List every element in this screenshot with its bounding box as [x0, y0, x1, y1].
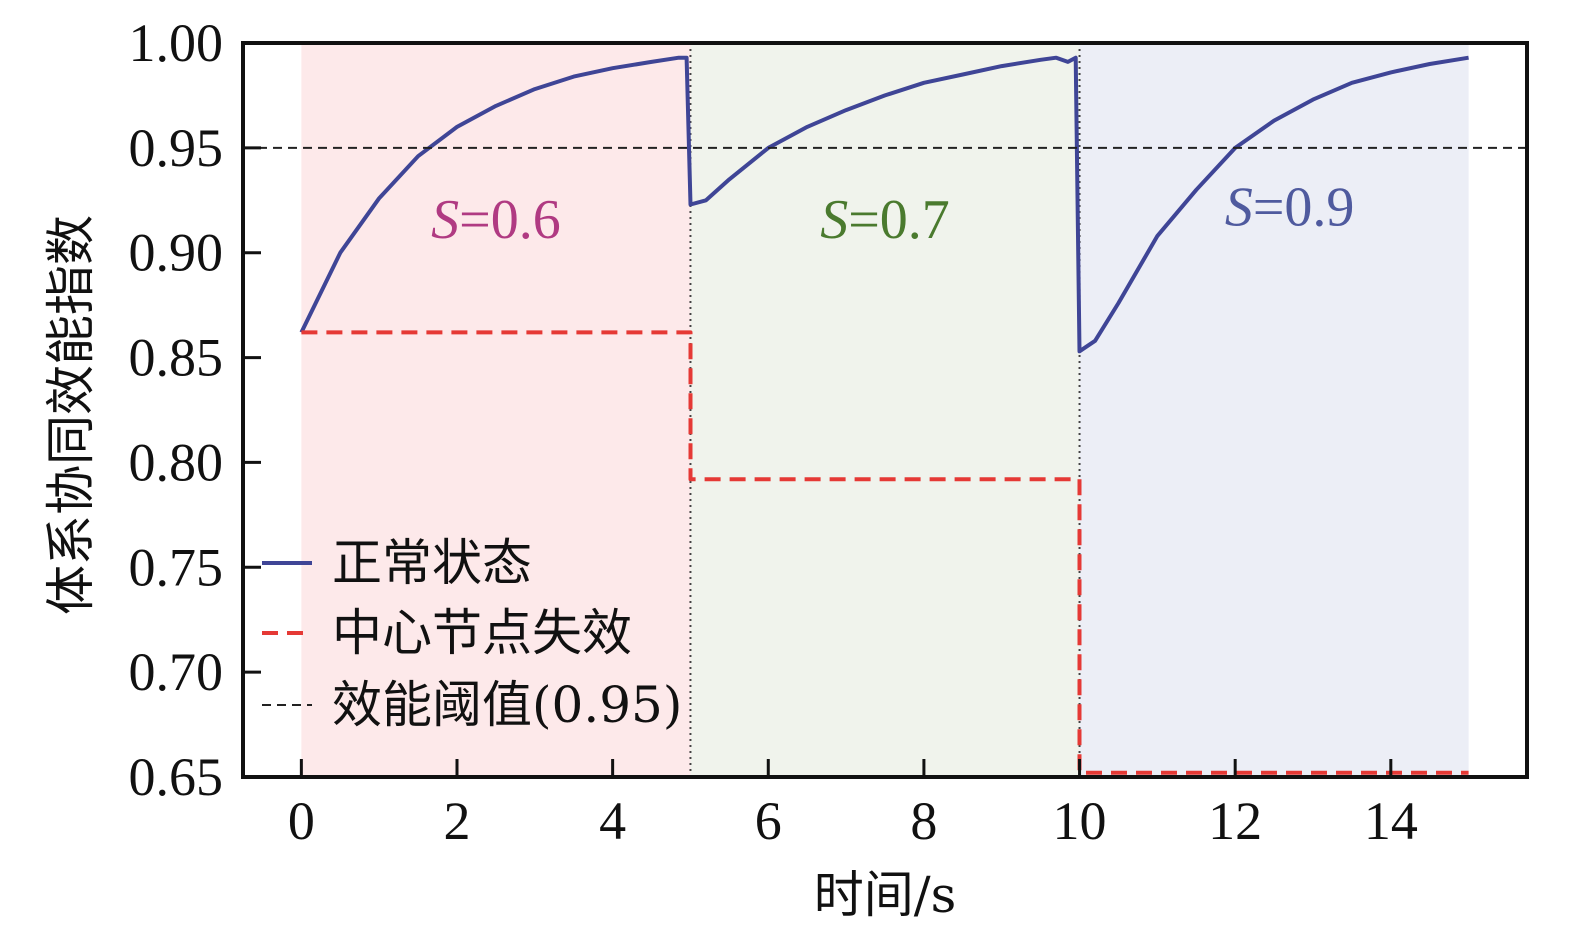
- x-axis-title: 时间/s: [814, 866, 957, 924]
- plot-frame: [241, 41, 1529, 779]
- x-tick-label-3: 6: [755, 791, 782, 851]
- series-line-1: [301, 330, 1469, 775]
- y-tick-label-2: 0.75: [129, 537, 224, 597]
- region-label-2: S=0.9: [1225, 176, 1355, 238]
- x-tick-label-0: 0: [288, 791, 315, 851]
- legend-label-threshold: 效能阈值(0.95): [332, 676, 682, 734]
- x-tick-label-5: 10: [1053, 791, 1107, 851]
- y-tick-label-5: 0.90: [129, 223, 224, 283]
- y-tick-label-1: 0.70: [129, 642, 224, 702]
- region-label-value: =0.9: [1253, 176, 1355, 238]
- series-layer: S=0.6 S=0.7 S=0.9: [243, 43, 1527, 777]
- x-tick-label-7: 14: [1364, 791, 1418, 851]
- region-label-symbol: S: [820, 189, 848, 251]
- region-label-symbol: S: [431, 189, 459, 251]
- x-tick-label-6: 12: [1208, 791, 1262, 851]
- region-band-1: [690, 43, 1080, 777]
- region-label-1: S=0.7: [820, 189, 950, 251]
- region-label-value: =0.6: [459, 189, 561, 251]
- y-axis-title: 体系协同效能指数: [42, 215, 100, 615]
- axis-ticks: 0 2 4 6 8 10 12 14 0.65 0.70 0.75 0.80 0.85 0.90 0.95 1…: [129, 13, 1418, 851]
- y-tick-label-6: 0.95: [129, 118, 224, 178]
- legend: 正常状态 中心节点失效 效能阈值(0.95): [262, 534, 682, 734]
- legend-label-center-node-failure: 中心节点失效: [332, 604, 632, 662]
- background-regions: [301, 43, 1469, 777]
- region-band-0: [301, 43, 691, 777]
- y-tick-label-4: 0.85: [129, 328, 224, 388]
- region-label-0: S=0.6: [431, 189, 561, 251]
- y-tick-label-0: 0.65: [129, 747, 224, 807]
- region-label-value: =0.7: [848, 189, 950, 251]
- region-band-2: [1079, 43, 1469, 777]
- x-tick-label-4: 8: [910, 791, 937, 851]
- y-tick-label-7: 1.00: [129, 13, 224, 73]
- plot-border: [241, 41, 1529, 779]
- legend-label-normal: 正常状态: [332, 534, 532, 592]
- x-tick-label-1: 2: [444, 791, 471, 851]
- y-tick-label-3: 0.80: [129, 432, 224, 492]
- series-line-0: [299, 55, 1469, 354]
- x-tick-label-2: 4: [599, 791, 626, 851]
- region-label-symbol: S: [1225, 176, 1253, 238]
